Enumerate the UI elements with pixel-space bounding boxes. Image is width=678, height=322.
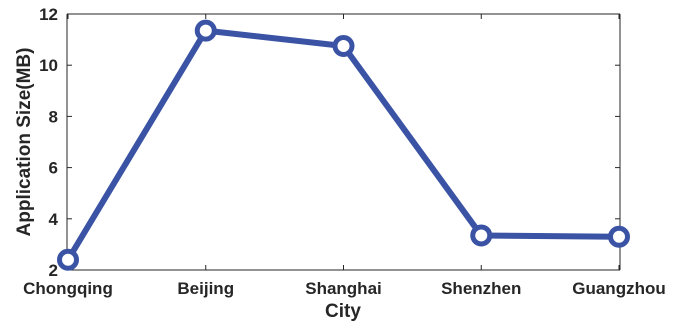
y-tick-label: 4 <box>49 210 59 229</box>
x-tick-label: Shenzhen <box>441 279 521 298</box>
x-tick-label: Beijing <box>177 279 234 298</box>
y-tick-label: 2 <box>49 261 58 280</box>
x-ticks: Chongqing Beijing Shanghai Shenzhen Guangzho… <box>23 14 666 298</box>
data-point-marker <box>470 224 493 247</box>
x-tick-label: Shanghai <box>305 279 382 298</box>
data-point-marker <box>194 19 217 42</box>
y-tick-label: 10 <box>39 56 58 75</box>
y-tick-label: 8 <box>49 107 58 126</box>
y-ticks: 2 4 6 8 10 12 <box>39 5 620 280</box>
x-axis-label: City <box>325 301 361 322</box>
y-axis-label: Application Size(MB) <box>14 48 35 237</box>
x-tick-label: Chongqing <box>23 279 113 298</box>
y-tick-label: 6 <box>49 159 58 178</box>
data-point-marker <box>57 248 79 271</box>
x-tick-label: Guangzhou <box>572 279 665 298</box>
y-tick-label: 12 <box>39 5 58 24</box>
data-point-marker <box>332 35 355 57</box>
data-point-marker <box>608 225 630 248</box>
series-group <box>57 19 630 271</box>
